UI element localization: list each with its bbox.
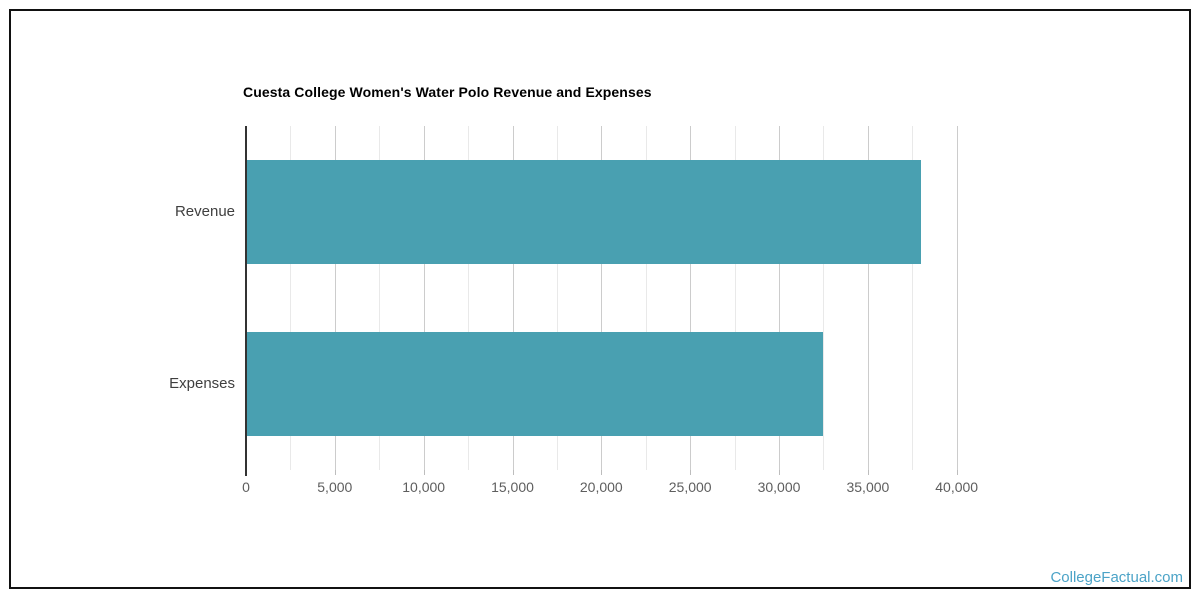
- x-tick-label: 25,000: [668, 479, 712, 495]
- x-tick-mark: [334, 470, 336, 475]
- x-tick-label: 30,000: [757, 479, 801, 495]
- x-tick-label: 0: [242, 479, 250, 495]
- x-tick-mark: [779, 470, 780, 475]
- gridline: [512, 126, 514, 470]
- x-tick-mark: [690, 470, 692, 475]
- x-tick-mark: [423, 470, 425, 475]
- gridline: [912, 126, 914, 470]
- x-tick-label: 20,000: [579, 479, 623, 495]
- gridline: [645, 126, 647, 470]
- bar-revenue: [246, 160, 922, 264]
- x-tick-mark: [867, 470, 869, 475]
- gridline: [556, 126, 558, 470]
- x-tick-label: 35,000: [846, 479, 890, 495]
- chart-title: Cuesta College Women's Water Polo Revenu…: [243, 84, 652, 100]
- watermark-link[interactable]: CollegeFactual.com: [1050, 569, 1183, 586]
- gridline: [468, 126, 470, 470]
- x-tick-mark: [512, 470, 514, 475]
- gridline: [734, 126, 736, 470]
- gridline: [423, 126, 425, 470]
- y-axis-baseline: [245, 126, 247, 476]
- gridline: [334, 126, 336, 470]
- x-tick-label: 15,000: [491, 479, 534, 495]
- plot-area: [246, 126, 1010, 470]
- gridline: [690, 126, 692, 470]
- category-label-expenses: Expenses: [169, 375, 235, 392]
- gridline: [379, 126, 381, 470]
- gridline: [823, 126, 825, 470]
- category-label-revenue: Revenue: [174, 203, 235, 220]
- gridline: [601, 126, 603, 470]
- gridline: [956, 126, 958, 470]
- x-tick-label: 10,000: [402, 479, 446, 495]
- x-tick-label: 40,000: [935, 479, 979, 495]
- gridline: [867, 126, 869, 470]
- gridline: [290, 126, 292, 470]
- bar-expenses: [246, 332, 824, 436]
- gridline: [779, 126, 780, 470]
- x-tick-mark: [601, 470, 603, 475]
- x-tick-mark: [956, 470, 958, 475]
- x-tick-label: 5,000: [317, 479, 353, 495]
